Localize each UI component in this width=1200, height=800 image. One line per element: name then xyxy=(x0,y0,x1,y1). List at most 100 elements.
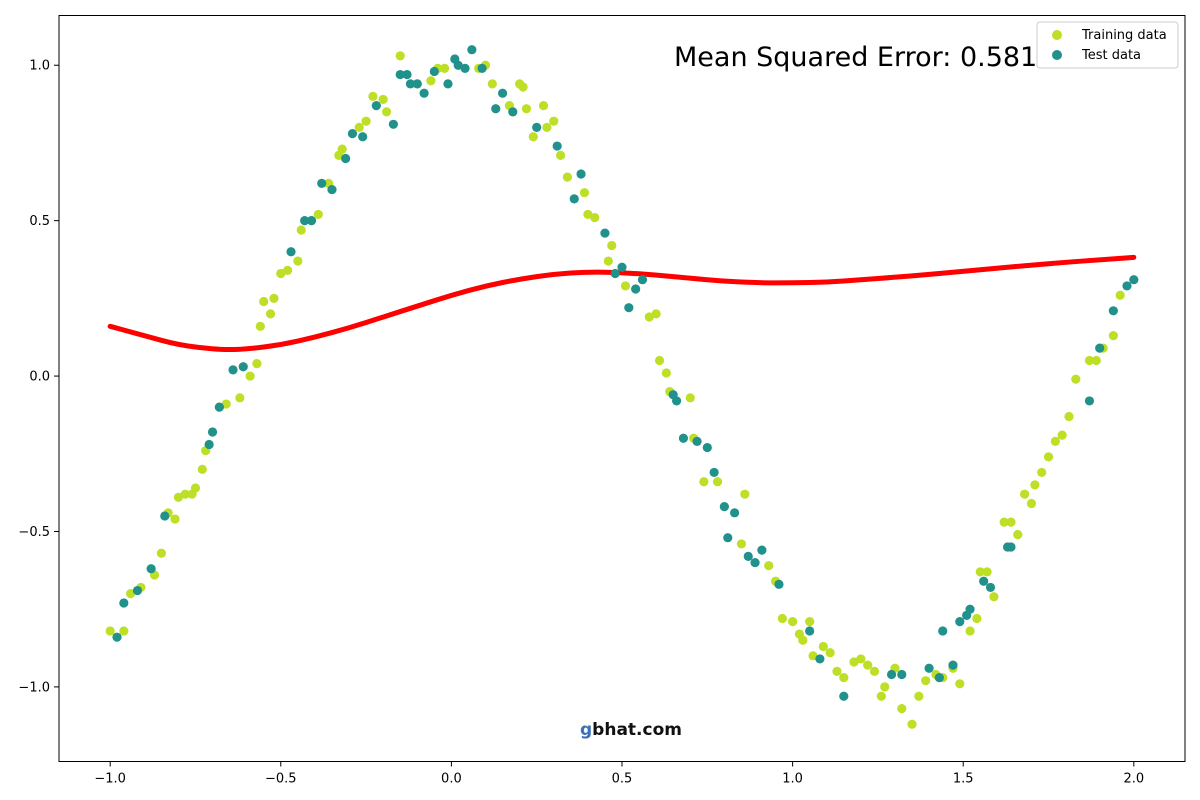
test-point xyxy=(477,63,487,73)
test-point xyxy=(600,228,610,238)
test-point xyxy=(886,669,897,680)
x-tick-label: 1.0 xyxy=(782,772,803,787)
training-point xyxy=(590,212,600,223)
training-point xyxy=(1006,517,1016,527)
test-point xyxy=(405,79,416,89)
y-tick-label: 0.0 xyxy=(29,370,50,385)
y-tick-label: 0.5 xyxy=(29,214,50,229)
training-point xyxy=(555,150,566,160)
test-point xyxy=(402,69,412,80)
training-point xyxy=(1026,498,1037,509)
test-point xyxy=(719,502,729,512)
training-point xyxy=(661,368,671,378)
test-point xyxy=(286,247,296,257)
test-point xyxy=(429,66,439,77)
training-point xyxy=(538,101,549,111)
test-point xyxy=(702,442,712,453)
test-point xyxy=(160,511,170,521)
points-group xyxy=(105,45,1139,729)
y-tick-label: −1.0 xyxy=(18,680,50,695)
training-point xyxy=(818,641,828,652)
test-point xyxy=(119,598,129,608)
test-point xyxy=(214,402,224,412)
test-point xyxy=(805,626,815,636)
training-point xyxy=(1020,489,1030,499)
test-point xyxy=(610,268,620,279)
test-point xyxy=(371,101,381,111)
training-point xyxy=(1037,467,1047,478)
training-point xyxy=(788,617,798,627)
training-point xyxy=(607,240,617,251)
test-point xyxy=(204,439,214,450)
training-point xyxy=(972,613,982,624)
test-point xyxy=(624,303,634,313)
y-tick-label: −0.5 xyxy=(18,525,50,540)
test-point xyxy=(1095,343,1105,353)
training-point xyxy=(777,613,787,624)
test-point xyxy=(1006,542,1016,552)
test-point xyxy=(709,467,719,478)
watermark: gbhat.com xyxy=(580,720,682,740)
test-point xyxy=(1129,275,1139,285)
training-point xyxy=(283,265,293,275)
training-point xyxy=(259,296,269,307)
training-point xyxy=(156,548,166,558)
training-point xyxy=(863,660,873,670)
test-point xyxy=(146,564,156,574)
training-point xyxy=(170,514,180,524)
training-point xyxy=(245,371,255,381)
training-point xyxy=(381,107,392,117)
test-point xyxy=(300,216,310,226)
test-point xyxy=(327,184,337,195)
test-point xyxy=(750,557,760,568)
training-point xyxy=(368,91,378,101)
training-point xyxy=(832,666,842,676)
training-point xyxy=(542,122,552,132)
training-point xyxy=(975,567,985,577)
legend-marker-test xyxy=(1052,50,1062,60)
training-point xyxy=(337,144,347,154)
training-point xyxy=(255,321,265,331)
test-point xyxy=(491,104,501,114)
training-point xyxy=(296,225,306,235)
training-point xyxy=(897,704,907,714)
training-point xyxy=(252,359,262,369)
test-point xyxy=(412,79,422,89)
training-point xyxy=(197,464,207,474)
training-point xyxy=(620,281,631,291)
training-point xyxy=(1013,529,1023,540)
training-point xyxy=(914,691,924,701)
legend-box xyxy=(1036,21,1179,69)
test-point xyxy=(730,508,740,518)
training-point xyxy=(119,626,129,636)
test-point xyxy=(757,545,767,555)
test-point xyxy=(839,691,849,701)
test-point xyxy=(132,585,143,596)
x-tick-label: −0.5 xyxy=(265,772,297,787)
test-point xyxy=(467,45,477,55)
test-point xyxy=(443,79,453,89)
plot-area xyxy=(59,15,1185,762)
x-tick-label: 0.0 xyxy=(441,772,462,787)
training-point xyxy=(839,672,849,683)
training-point xyxy=(269,293,279,303)
y-tick-label: 1.0 xyxy=(29,59,50,74)
training-point xyxy=(921,676,931,686)
test-point xyxy=(395,69,405,80)
fit-line-group xyxy=(107,254,1137,352)
training-point xyxy=(989,592,999,602)
test-point xyxy=(532,122,542,132)
test-point xyxy=(815,654,825,664)
test-point xyxy=(1108,306,1118,316)
training-point xyxy=(1050,436,1060,446)
training-point xyxy=(190,483,201,493)
training-point xyxy=(654,355,665,366)
test-point xyxy=(238,362,248,372)
x-tick-label: 1.5 xyxy=(953,772,974,787)
test-point xyxy=(897,669,907,680)
test-point xyxy=(723,533,733,543)
training-point xyxy=(1091,355,1101,366)
training-point xyxy=(293,256,303,266)
test-point xyxy=(743,551,753,561)
test-point xyxy=(569,194,579,204)
